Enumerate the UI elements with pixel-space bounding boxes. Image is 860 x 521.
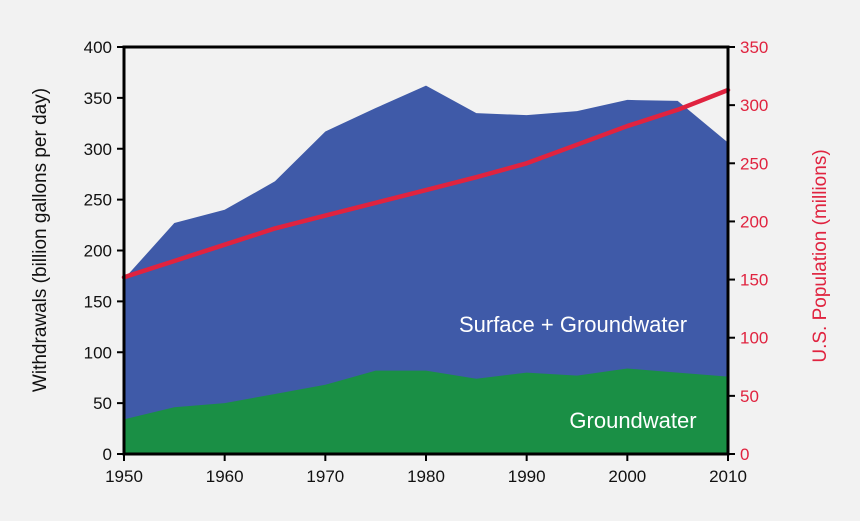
right-y-axis-title: U.S. Population (millions) <box>810 149 831 362</box>
right-y-axis-ticks: 0 50 100 150 200 250 300 350 <box>728 38 768 464</box>
right-y-tick-label: 200 <box>740 212 768 231</box>
left-y-tick-label: 0 <box>103 445 112 464</box>
left-y-tick-label: 400 <box>84 38 112 57</box>
left-y-tick-label: 350 <box>84 89 112 108</box>
groundwater-area <box>124 368 728 454</box>
right-y-tick-label: 350 <box>740 38 768 57</box>
x-tick-label: 1960 <box>206 467 244 486</box>
right-y-tick-label: 250 <box>740 154 768 173</box>
x-tick-label: 1950 <box>105 467 143 486</box>
left-y-axis-ticks: 0 50 100 150 200 250 300 350 400 <box>84 38 124 464</box>
left-y-tick-label: 250 <box>84 191 112 210</box>
groundwater-area-label: Groundwater <box>569 408 696 433</box>
population-line-layer <box>121 87 731 280</box>
right-y-tick-label: 100 <box>740 329 768 348</box>
population-line <box>121 87 731 280</box>
x-tick-label: 1980 <box>407 467 445 486</box>
right-y-tick-label: 300 <box>740 96 768 115</box>
right-y-tick-label: 0 <box>740 445 749 464</box>
surface-groundwater-area <box>124 85 728 454</box>
left-y-tick-label: 50 <box>93 394 112 413</box>
x-axis-ticks: 1950 1960 1970 1980 1990 2000 2010 <box>105 454 747 486</box>
x-tick-label: 1990 <box>508 467 546 486</box>
left-y-axis-title: Withdrawals (billion gallons per day) <box>30 88 51 392</box>
left-y-tick-label: 150 <box>84 292 112 311</box>
left-y-tick-label: 300 <box>84 140 112 159</box>
right-y-tick-label: 50 <box>740 387 759 406</box>
x-tick-label: 2000 <box>608 467 646 486</box>
x-tick-label: 2010 <box>709 467 747 486</box>
right-y-tick-label: 150 <box>740 271 768 290</box>
plot-areas <box>124 47 728 454</box>
x-tick-label: 1970 <box>306 467 344 486</box>
left-y-tick-label: 200 <box>84 242 112 261</box>
left-y-tick-label: 100 <box>84 343 112 362</box>
surface-groundwater-area-label: Surface + Groundwater <box>459 312 687 337</box>
